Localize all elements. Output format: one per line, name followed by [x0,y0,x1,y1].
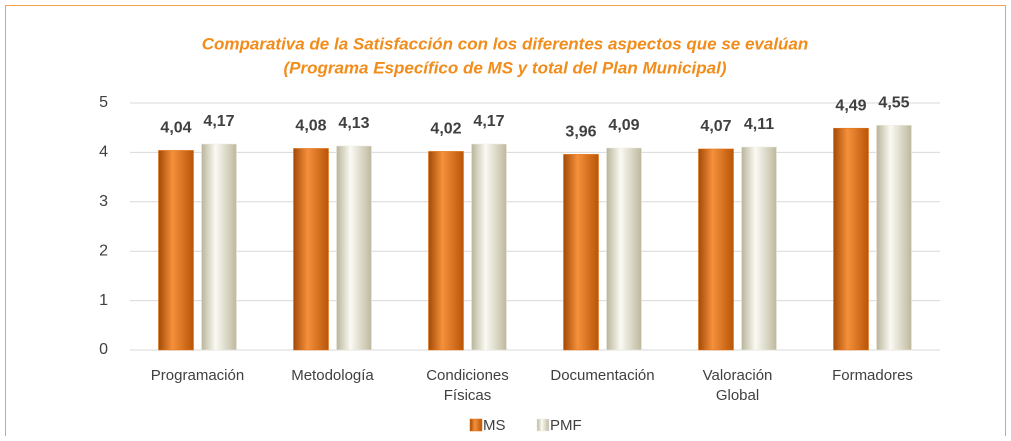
bar [201,143,237,351]
y-tick-label: 4 [99,144,108,161]
y-tick-label: 1 [99,292,108,309]
y-tick-label: 3 [99,193,108,210]
x-tick-label: Programación [151,367,244,384]
value-label: 4,08 [295,118,326,135]
value-label: 4,07 [700,118,731,135]
value-label: 3,96 [565,124,596,141]
x-tick-label: Documentación [550,367,654,384]
legend-swatch [536,418,550,432]
value-label: 4,17 [473,113,504,130]
bar [606,147,642,351]
x-tick-label: Condiciones Físicas [426,367,509,404]
x-tick-label: Metodología [291,367,374,384]
bar [293,148,329,351]
chart-title: (Programa Específico de MS y total del P… [283,58,726,77]
value-label: 4,11 [744,116,774,133]
chart-title: Comparativa de la Satisfacción con los d… [202,34,809,53]
value-label: 4,55 [878,94,909,111]
bar [336,145,372,351]
bar [471,143,507,351]
y-tick-label: 2 [99,242,108,259]
legend-label: PMF [550,417,582,434]
value-label: 4,09 [608,117,639,134]
legend-label: MS [483,417,506,434]
y-tick-label: 0 [99,341,108,358]
legend-swatch [469,418,483,432]
value-label: 4,13 [338,115,369,132]
bar [428,151,464,351]
value-label: 4,02 [430,121,461,138]
value-label: 4,04 [160,120,191,137]
value-label: 4,17 [203,113,234,130]
x-tick-label: Formadores [832,367,913,384]
bar [563,154,599,351]
value-label: 4,49 [835,97,866,114]
bar [698,148,734,351]
bar [158,150,194,351]
bar [741,146,777,351]
bar [833,127,869,351]
bar [876,124,912,351]
y-tick-label: 5 [99,94,108,111]
chart-border [5,5,1006,441]
x-tick-label: Valoración Global [703,367,773,404]
